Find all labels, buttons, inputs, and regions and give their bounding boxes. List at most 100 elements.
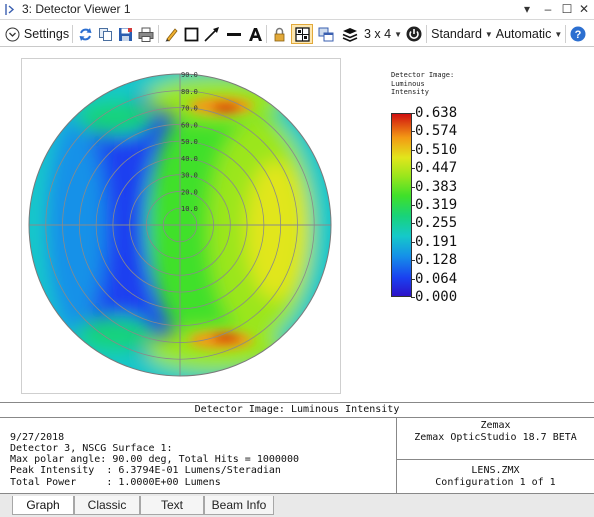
window-menu-chevron-icon[interactable]: ▾ bbox=[523, 2, 531, 16]
refresh-icon bbox=[79, 27, 91, 41]
automatic-label: Automatic bbox=[495, 27, 552, 41]
polar-ring bbox=[146, 191, 214, 259]
settings-label: Settings bbox=[23, 27, 70, 41]
arrow-tool-button[interactable] bbox=[202, 24, 222, 44]
polar-ring bbox=[62, 107, 298, 343]
text-icon bbox=[248, 27, 262, 41]
svg-text:?: ? bbox=[575, 29, 582, 41]
colorbar-tick-mark bbox=[411, 297, 415, 298]
info-configuration: Configuration 1 of 1 bbox=[435, 477, 556, 488]
toolbar-separator bbox=[158, 25, 159, 43]
caret-down-icon: ▼ bbox=[484, 29, 493, 39]
toolbar: Settings bbox=[0, 21, 594, 47]
arrow-icon bbox=[204, 26, 219, 42]
polar-ring-label: 90.0 bbox=[181, 71, 198, 79]
title-bar: 3: Detector Viewer 1 ▾ – ☐ ✕ bbox=[0, 0, 594, 20]
caret-down-icon: ▼ bbox=[394, 29, 403, 39]
toolbar-separator bbox=[426, 25, 427, 43]
save-icon bbox=[118, 27, 132, 41]
line-tool-button[interactable] bbox=[224, 24, 244, 44]
pencil-icon bbox=[165, 27, 178, 42]
tab-graph[interactable]: Graph bbox=[12, 496, 74, 515]
polar-ring-label: 80.0 bbox=[181, 88, 198, 96]
polar-ring bbox=[78, 123, 282, 327]
polar-ring-label: 40.0 bbox=[181, 155, 198, 163]
caret-down-icon: ▼ bbox=[554, 29, 563, 39]
print-button[interactable] bbox=[136, 24, 156, 44]
colorbar-tick-mark bbox=[411, 278, 415, 280]
windows-icon bbox=[318, 27, 334, 41]
info-company: Zemax bbox=[480, 420, 511, 431]
info-polar: Max polar angle: 90.00 deg, Total Hits =… bbox=[10, 454, 299, 465]
copy-button[interactable] bbox=[96, 24, 114, 44]
layers-button[interactable] bbox=[339, 24, 361, 44]
colorbar-tick-label: 0.191 bbox=[415, 233, 458, 250]
save-button[interactable] bbox=[116, 24, 134, 44]
colorbar-tick-label: 0.000 bbox=[415, 289, 458, 305]
polar-grid: 90.0 80.0 70.0 60.0 50.0 40.0 30.0 20.0 10.0 bbox=[28, 71, 332, 377]
tab-beam-info[interactable]: Beam Info bbox=[204, 496, 274, 515]
fit-view-button[interactable] bbox=[291, 24, 313, 44]
polar-ring bbox=[95, 140, 265, 310]
layout-label: 3 x 4 bbox=[363, 27, 392, 41]
info-date: 9/27/2018 bbox=[10, 432, 65, 443]
minimize-button[interactable]: – bbox=[544, 2, 552, 16]
tab-text[interactable]: Text bbox=[140, 496, 204, 515]
polar-ring-label: 30.0 bbox=[181, 172, 198, 180]
window-title: 3: Detector Viewer 1 bbox=[22, 2, 131, 16]
layout-dropdown[interactable]: 3 x 4 ▼ bbox=[363, 24, 403, 44]
polar-ring-label: 60.0 bbox=[181, 121, 198, 129]
legend-title-line: Luminous bbox=[391, 79, 425, 88]
settings-button[interactable]: Settings bbox=[3, 24, 71, 44]
colorbar-tick-label: 0.319 bbox=[415, 197, 458, 213]
clone-window-button[interactable] bbox=[316, 24, 336, 44]
layers-icon bbox=[342, 27, 358, 42]
polar-ring bbox=[162, 207, 198, 243]
maximize-button[interactable]: ☐ bbox=[561, 2, 573, 16]
info-peak: Peak Intensity : 6.3794E-01 Lumens/Stera… bbox=[10, 465, 281, 476]
automatic-dropdown[interactable]: Automatic ▼ bbox=[495, 24, 563, 44]
lock-icon bbox=[274, 27, 284, 41]
close-button[interactable]: ✕ bbox=[578, 2, 590, 16]
text-tool-button[interactable] bbox=[246, 24, 264, 44]
polar-ring-label: 10.0 bbox=[181, 205, 198, 213]
polar-ring bbox=[28, 73, 332, 377]
help-button[interactable]: ? bbox=[569, 24, 587, 44]
colorbar-tick-mark bbox=[411, 149, 415, 151]
rectangle-icon bbox=[184, 27, 198, 41]
info-detector: Detector 3, NSCG Surface 1: bbox=[10, 443, 173, 454]
power-icon bbox=[406, 26, 422, 42]
pencil-button[interactable] bbox=[162, 24, 180, 44]
legend-title-line: Intensity bbox=[391, 88, 429, 96]
colorbar-tick-label: 0.574 bbox=[415, 123, 458, 140]
lock-button[interactable] bbox=[270, 24, 288, 44]
colorbar-tick-label: 0.447 bbox=[415, 160, 458, 177]
colorbar-tick-mark bbox=[411, 241, 415, 243]
colorbar-tick-mark bbox=[411, 131, 415, 133]
tab-classic[interactable]: Classic bbox=[74, 496, 140, 515]
polar-ring bbox=[129, 174, 231, 276]
power-button[interactable] bbox=[405, 24, 423, 44]
info-panel: Detector Image: Luminous Intensity 9/27/… bbox=[0, 402, 594, 494]
colorbar-tick-label: 0.128 bbox=[415, 252, 458, 269]
standard-dropdown[interactable]: Standard ▼ bbox=[431, 24, 493, 44]
colorbar-tick-mark bbox=[411, 168, 415, 170]
refresh-button[interactable] bbox=[76, 24, 94, 44]
rectangle-tool-button[interactable] bbox=[182, 24, 200, 44]
colorbar-tick-mark bbox=[411, 260, 415, 262]
line-icon bbox=[227, 32, 241, 36]
copy-icon bbox=[98, 27, 112, 41]
fit-view-icon bbox=[294, 26, 310, 42]
colorbar-tick-mark bbox=[411, 223, 415, 225]
toolbar-separator bbox=[565, 25, 566, 43]
colorbar-tick-mark bbox=[411, 205, 415, 206]
info-divider bbox=[396, 418, 397, 494]
colorbar-tick-mark bbox=[411, 113, 415, 114]
chevron-down-circle-icon bbox=[5, 27, 20, 41]
polar-ring bbox=[45, 90, 315, 360]
polar-intensity-plot: 90.0 80.0 70.0 60.0 50.0 40.0 30.0 20.0 10.0 bbox=[28, 71, 332, 377]
polar-ring-label: 70.0 bbox=[181, 105, 198, 113]
colorbar-tick-label: 0.255 bbox=[415, 215, 458, 232]
tab-bar: Graph Classic Text Beam Info bbox=[0, 494, 594, 517]
toolbar-separator bbox=[266, 25, 267, 43]
